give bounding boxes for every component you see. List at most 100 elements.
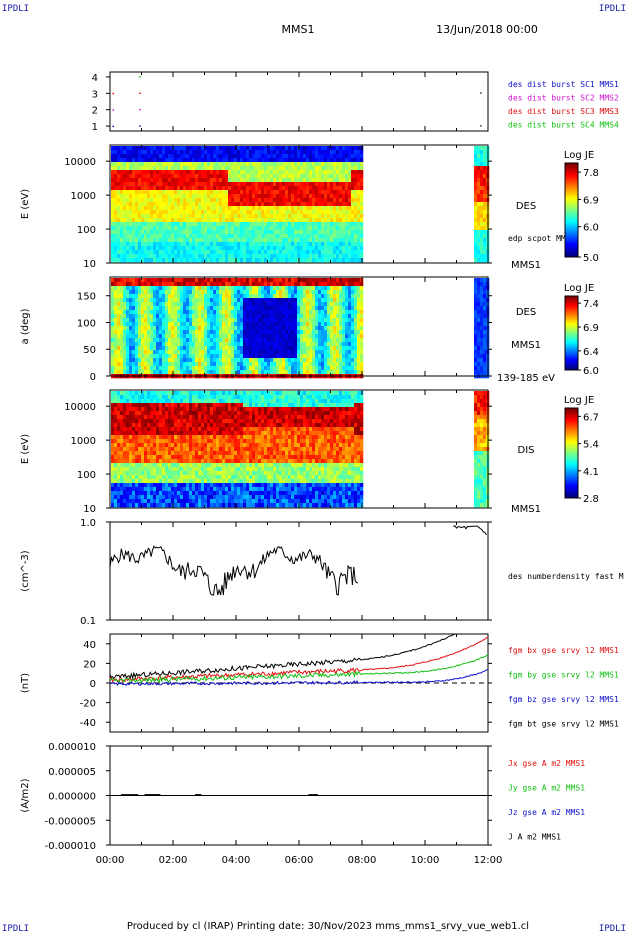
burst-series-label: des dist burst SC3 MMS3 (508, 107, 619, 116)
y-tick-label: 1000 (71, 191, 96, 202)
y-axis-label: (A/m2) (20, 778, 31, 812)
burst-panel-frame (109, 71, 489, 132)
bfield-series-line (109, 669, 489, 686)
satellite-label: MMS1 (511, 260, 541, 271)
y-tick-label: 0 (90, 679, 96, 690)
bfield-series-line (109, 654, 489, 685)
current-series-label: Jy gse A m2 MMS1 (508, 784, 585, 793)
colorbar-tick-label: 6.9 (583, 195, 599, 206)
y-axis-label: (nT) (20, 673, 31, 693)
y-tick-label: 150 (77, 292, 96, 303)
colorbar (565, 408, 578, 499)
burst-marker (480, 92, 482, 94)
y-tick-label: 100 (77, 318, 96, 329)
colorbar (565, 163, 578, 258)
colorbar-tick-label: 7.8 (583, 168, 599, 179)
colorbar-tick-label: 6.0 (583, 366, 599, 377)
colorbar-tick-label: 6.7 (583, 412, 599, 423)
burst-series-label: des dist burst SC2 MMS2 (508, 94, 619, 103)
y-tick-label: 10000 (64, 402, 96, 413)
satellite-label: MMS1 (511, 504, 541, 515)
y-tick-label: 10 (83, 259, 96, 270)
colorbar-tick-label: 6.4 (583, 347, 599, 358)
y-tick-label: 50 (83, 345, 96, 356)
density-series-label: des numberdensity fast M (508, 572, 624, 581)
y-tick-label: -0.000005 (45, 816, 96, 827)
bfield-series-label: fgm bx gse srvy l2 MMS1 (508, 646, 619, 655)
y-tick-label: 1.0 (80, 518, 96, 529)
spectrogram-image (111, 146, 490, 263)
burst-marker (112, 109, 115, 111)
y-tick-label: -20 (80, 699, 96, 710)
colorbar-tick-label: 6.0 (583, 223, 599, 234)
time-axis-label: 12:00 (474, 855, 503, 866)
colorbar-frame (564, 295, 579, 371)
y-tick-label: 0 (90, 372, 96, 383)
density-series-line (453, 525, 487, 536)
spectrogram-image (111, 278, 490, 379)
colorbar-frame (564, 407, 579, 499)
y-tick-label: -40 (80, 718, 96, 729)
colorbar-tick-label: 6.9 (583, 323, 599, 334)
instrument-label: DES (516, 307, 536, 318)
colorbar-tick-label: 5.0 (583, 253, 599, 264)
burst-marker (112, 92, 115, 95)
bfield-series-label: fgm bt gse srvy l2 MMS1 (508, 720, 619, 729)
y-tick-label: 0.000010 (48, 742, 96, 753)
mission-title: MMS1 (282, 23, 315, 36)
current-series-label: Jz gse A m2 MMS1 (508, 808, 585, 817)
colorbar-tick-label: 2.8 (583, 494, 599, 505)
y-tick-label: 10000 (64, 157, 96, 168)
time-axis-label: 10:00 (411, 855, 440, 866)
time-axis-label: 04:00 (222, 855, 251, 866)
y-tick-label: 100 (77, 225, 96, 236)
burst-marker (112, 125, 115, 128)
plot-date: 13/Jun/2018 00:00 (436, 23, 538, 36)
burst-series-label: des dist burst SC1 MMS1 (508, 80, 619, 89)
current-series-label: J A m2 MMS1 (508, 833, 561, 842)
corner-mark-bottom-left: IPDLI (2, 924, 30, 934)
corner-mark-top-left: IPDLI (2, 4, 30, 14)
colorbar (565, 296, 578, 371)
y-axis-label: (cm^-3) (20, 550, 31, 591)
colorbar-tick-label: 5.4 (583, 440, 599, 451)
colorbar-title: Log JE (564, 283, 594, 294)
colorbar-frame (564, 162, 579, 258)
bfield-series-line (109, 636, 489, 683)
time-axis-label: 08:00 (348, 855, 377, 866)
y-axis-label: a (deg) (20, 308, 31, 344)
colorbar-title: Log JE (564, 150, 594, 161)
y-tick-label: 10 (83, 504, 96, 515)
corner-mark-bottom-right: IPDLI (598, 924, 626, 934)
y-axis-label: E (eV) (20, 434, 31, 464)
time-axis-label: 02:00 (159, 855, 188, 866)
y-tick-label: 1000 (71, 436, 96, 447)
y-tick-label: 0.000000 (48, 792, 96, 803)
energy-range-label: 139-185 eV (497, 373, 555, 384)
bfield-series-line (109, 633, 488, 680)
colorbar-tick-label: 4.1 (583, 467, 599, 478)
corner-mark-top-right: IPDLI (598, 4, 626, 14)
y-tick-label: 0.000005 (48, 767, 96, 778)
density-series-line (109, 545, 359, 596)
y-tick-label: 3 (92, 89, 98, 100)
y-tick-label: -0.000010 (45, 841, 96, 852)
y-tick-label: 20 (83, 659, 96, 670)
footer-credit: Produced by cl (IRAP) Printing date: 30/… (127, 921, 529, 932)
y-tick-label: 40 (83, 640, 96, 651)
spectrogram-image (111, 391, 490, 508)
scpot-label: edp scpot MMS1 (508, 234, 576, 243)
y-axis-label: E (eV) (20, 189, 31, 219)
bfield-series-label: fgm bz gse srvy l2 MMS1 (508, 695, 619, 704)
y-tick-label: 1 (92, 122, 98, 133)
instrument-label: DIS (518, 445, 535, 456)
burst-marker (480, 125, 482, 127)
y-tick-label: 4 (92, 73, 98, 84)
current-series-label: Jx gse A m2 MMS1 (508, 759, 585, 768)
y-tick-label: 0.1 (80, 616, 96, 627)
density-panel-frame (109, 521, 489, 621)
instrument-label: DES (516, 201, 536, 212)
bfield-series-label: fgm by gse srvy l2 MMS1 (508, 671, 619, 680)
colorbar-tick-label: 7.4 (583, 299, 599, 310)
